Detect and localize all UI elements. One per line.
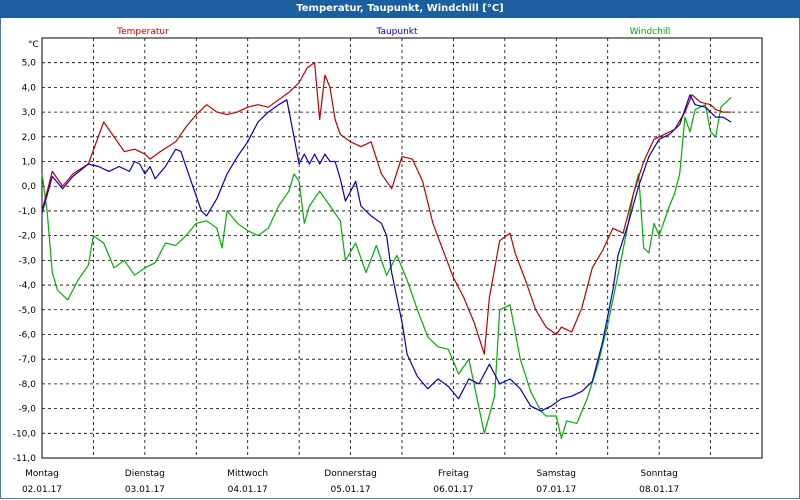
plot-area-border xyxy=(41,37,763,459)
x-tick-day: Donnerstag xyxy=(324,469,377,479)
y-tick-label: -3,0 xyxy=(18,256,36,266)
y-tick-label: -2,0 xyxy=(18,232,36,242)
y-tick-label: 4,0 xyxy=(22,83,37,93)
y-tick-label: -7,0 xyxy=(18,355,36,365)
x-tick-day: Montag xyxy=(25,469,59,479)
chart-title-bar: Temperatur, Taupunkt, Windchill [°C] xyxy=(0,0,800,18)
y-tick-label: -11,0 xyxy=(13,454,37,464)
y-tick-label: -9,0 xyxy=(18,405,36,415)
legend-taupunkt: Taupunkt xyxy=(375,27,418,37)
y-tick-label: 0,0 xyxy=(22,182,37,192)
x-tick-day: Mittwoch xyxy=(227,469,268,479)
y-tick-label: -5,0 xyxy=(18,306,36,316)
y-tick-label: -1,0 xyxy=(18,207,36,217)
y-tick-label: 3,0 xyxy=(22,108,37,118)
y-tick-label: -4,0 xyxy=(18,281,36,291)
x-tick-day: Samstag xyxy=(537,469,576,479)
x-tick-date: 02.01.17 xyxy=(22,485,62,495)
y-axis-label: °C xyxy=(28,40,39,50)
y-tick-label: 5,0 xyxy=(22,59,37,69)
series-line-windchill xyxy=(41,96,732,439)
y-tick-label: 2,0 xyxy=(22,133,37,143)
x-tick-day: Dienstag xyxy=(125,469,165,479)
y-tick-label: 1,0 xyxy=(22,158,37,168)
x-tick-date: 06.01.17 xyxy=(433,485,473,495)
x-tick-date: 07.01.17 xyxy=(536,485,576,495)
series-line-taupunkt xyxy=(41,94,732,412)
y-tick-label: -10,0 xyxy=(13,429,37,439)
x-tick-date: 05.01.17 xyxy=(331,485,371,495)
x-tick-day: Freitag xyxy=(438,469,469,479)
legend-temperatur: Temperatur xyxy=(116,27,169,37)
legend-windchill: Windchill xyxy=(630,27,671,37)
y-tick-label: -8,0 xyxy=(18,380,36,390)
series-line-temperatur xyxy=(41,62,732,355)
x-tick-date: 03.01.17 xyxy=(125,485,165,495)
x-tick-date: 08.01.17 xyxy=(639,485,679,495)
x-tick-day: Sonntag xyxy=(640,469,677,479)
x-tick-date: 04.01.17 xyxy=(228,485,268,495)
y-tick-label: -6,0 xyxy=(18,330,36,340)
